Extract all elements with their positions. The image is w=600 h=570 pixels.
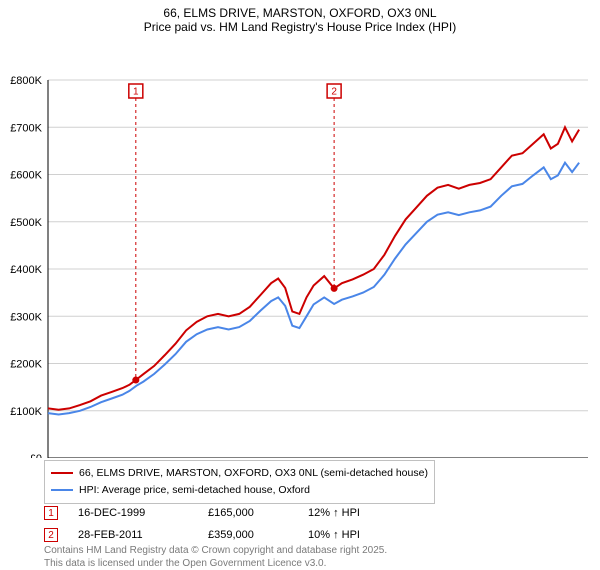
y-tick-label: £500K [10,217,42,229]
announcement-row-number: 1 [44,506,58,520]
footer-line-1: Contains HM Land Registry data © Crown c… [44,544,387,557]
announcement-table: 1 16-DEC-1999£165,00012% ↑ HPI 2 28-FEB-201… [44,502,360,546]
y-tick-label: £600K [10,170,42,182]
title-line-1: 66, ELMS DRIVE, MARSTON, OXFORD, OX3 0NL [0,6,600,20]
y-tick-label: £700K [10,122,42,134]
announcement-date: 28-FEB-2011 [78,529,208,541]
announcement-price: £165,000 [208,507,308,519]
chart-svg: £0 £100K £200K £300K £400K £500K £600K £700K £80… [0,38,600,458]
y-tick-label: £100K [10,406,42,418]
y-tick-label: £300K [10,311,42,323]
announcement-number: 2 [331,87,337,98]
chart-title: 66, ELMS DRIVE, MARSTON, OXFORD, OX3 0NL… [0,0,600,38]
announcement-price: £359,000 [208,529,308,541]
legend-item: HPI: Average price, semi-detached house,… [51,482,428,499]
legend: 66, ELMS DRIVE, MARSTON, OXFORD, OX3 0NL… [44,460,435,504]
series-hpi [48,163,579,415]
announcement-dot [331,285,338,292]
y-tick-label: £400K [10,264,42,276]
legend-label: HPI: Average price, semi-detached house,… [79,482,310,499]
legend-swatch [51,472,73,474]
announcement-pct: 10% ↑ HPI [308,529,360,541]
legend-swatch [51,489,73,491]
announcement-row-number: 2 [44,528,58,542]
attribution-footer: Contains HM Land Registry data © Crown c… [44,544,387,570]
announcement-row: 2 28-FEB-2011£359,00010% ↑ HPI [44,524,360,546]
announcement-dot [132,377,139,384]
y-tick-label: £800K [10,75,42,87]
announcement-row: 1 16-DEC-1999£165,00012% ↑ HPI [44,502,360,524]
footer-line-2: This data is licensed under the Open Gov… [44,557,387,570]
legend-label: 66, ELMS DRIVE, MARSTON, OXFORD, OX3 0NL… [79,465,428,482]
plot-area: £0 £100K £200K £300K £400K £500K £600K £700K £80… [0,38,600,458]
announcement-pct: 12% ↑ HPI [308,507,360,519]
legend-item: 66, ELMS DRIVE, MARSTON, OXFORD, OX3 0NL… [51,465,428,482]
title-line-2: Price paid vs. HM Land Registry's House … [0,20,600,34]
y-tick-label: £200K [10,359,42,371]
announcement-number: 1 [133,87,139,98]
y-tick-label: £0 [30,453,42,458]
announcement-date: 16-DEC-1999 [78,507,208,519]
